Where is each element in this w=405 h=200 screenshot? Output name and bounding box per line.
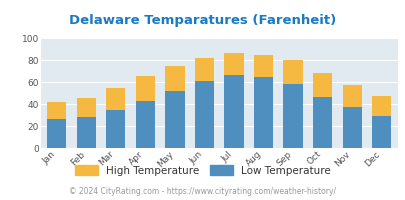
Bar [283,60,302,84]
Bar [47,102,66,119]
Bar [371,116,390,148]
Text: Delaware Temparatures (Farenheit): Delaware Temparatures (Farenheit) [69,14,336,27]
Bar [165,91,184,148]
Bar [253,54,273,76]
Bar [136,101,155,148]
Bar [371,96,390,116]
Bar [77,117,96,148]
Bar [136,76,155,101]
Bar [194,81,213,148]
Bar [165,66,184,91]
Bar [106,110,125,148]
Bar [224,53,243,75]
Bar [342,85,361,107]
Bar [342,107,361,148]
Bar [283,84,302,148]
Legend: High Temperature, Low Temperature: High Temperature, Low Temperature [71,161,334,180]
Bar [106,88,125,110]
Bar [47,119,66,148]
Bar [224,75,243,148]
Bar [312,73,331,97]
Text: © 2024 CityRating.com - https://www.cityrating.com/weather-history/: © 2024 CityRating.com - https://www.city… [69,187,336,196]
Bar [194,58,213,81]
Bar [312,97,331,148]
Bar [253,76,273,148]
Bar [77,98,96,117]
